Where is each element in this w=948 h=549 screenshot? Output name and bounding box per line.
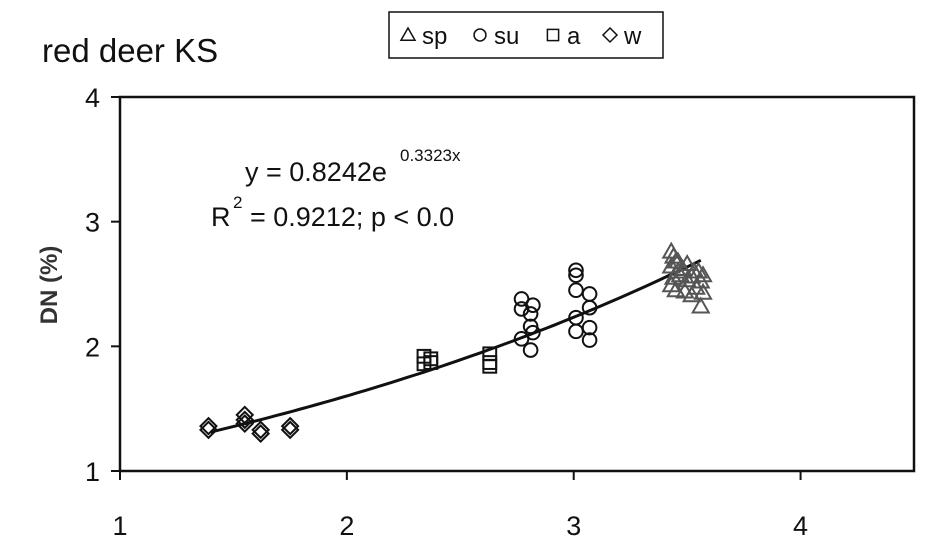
circle-marker	[473, 28, 487, 42]
diamond-marker	[235, 414, 255, 434]
circle-marker	[513, 301, 530, 317]
legend-label: a	[567, 23, 581, 50]
diamond-marker	[235, 405, 255, 425]
circle-marker	[522, 306, 539, 322]
equation-exponent: 0.3323x	[400, 146, 461, 165]
circle-marker	[581, 286, 598, 302]
r2-label: R	[211, 202, 231, 232]
diamond-marker	[280, 416, 300, 436]
legend-label: sp	[422, 23, 447, 50]
circle-marker	[513, 331, 530, 347]
x-tick-label: 4	[793, 511, 808, 541]
series-sp	[661, 241, 713, 314]
equation-text: y = 0.8242e	[245, 157, 387, 187]
triangle-marker	[666, 280, 686, 298]
y-tick-label: 4	[85, 83, 100, 113]
circle-marker	[568, 282, 584, 299]
plot-area-frame	[118, 95, 916, 473]
triangle-marker	[684, 261, 704, 279]
chart-title: red deer KS	[42, 32, 218, 69]
circle-marker	[522, 342, 539, 358]
circle-marker	[568, 323, 584, 340]
legend-label: su	[494, 23, 519, 50]
x-tick-label: 3	[566, 511, 581, 541]
square-marker	[423, 355, 439, 370]
x-tick-label: 2	[339, 511, 354, 541]
equation-annotation: y = 0.8242e 0.3323x R 2 = 0.9212; p < 0.…	[211, 146, 461, 232]
triangle-marker	[663, 267, 684, 285]
trendline	[210, 258, 702, 434]
diamond-marker	[235, 410, 255, 430]
x-tick-label: 1	[112, 511, 127, 541]
triangle-marker	[681, 285, 702, 303]
diamond-marker	[601, 26, 619, 44]
legend-label: w	[623, 23, 642, 50]
y-tick-label: 1	[85, 457, 100, 487]
y-tick-label: 2	[85, 332, 100, 362]
square-marker	[546, 28, 560, 42]
series-w	[199, 405, 300, 444]
legend-item-a: a	[546, 23, 581, 50]
r2-value: = 0.9212; p < 0.0	[250, 202, 454, 232]
circle-marker	[568, 267, 584, 284]
circle-marker	[568, 262, 584, 279]
diamond-marker	[251, 424, 271, 444]
square-marker	[482, 358, 498, 374]
triangle-marker	[399, 26, 417, 41]
circle-marker	[581, 332, 598, 348]
triangle-marker	[691, 296, 711, 314]
legend: sp su a w	[388, 11, 664, 59]
series-a	[416, 346, 498, 374]
triangle-marker	[693, 282, 713, 300]
diamond-marker	[280, 420, 300, 440]
y-axis-label: DN (%)	[36, 246, 63, 325]
legend-item-su: su	[473, 23, 519, 50]
trendline-group	[210, 258, 702, 434]
y-tick-label: 3	[85, 208, 100, 238]
axis-ticks: 1 2 3 4 1 2 3 4	[85, 83, 808, 541]
legend-item-w: w	[601, 23, 642, 50]
r2-superscript: 2	[233, 193, 242, 212]
triangle-marker	[668, 251, 688, 269]
series-su	[513, 262, 598, 358]
diamond-marker	[251, 420, 271, 440]
diamond-marker	[199, 416, 218, 436]
data-points	[199, 241, 713, 444]
legend-item-sp: sp	[399, 23, 447, 50]
circle-marker	[581, 299, 598, 316]
diamond-marker	[199, 420, 218, 440]
square-marker	[482, 355, 498, 370]
